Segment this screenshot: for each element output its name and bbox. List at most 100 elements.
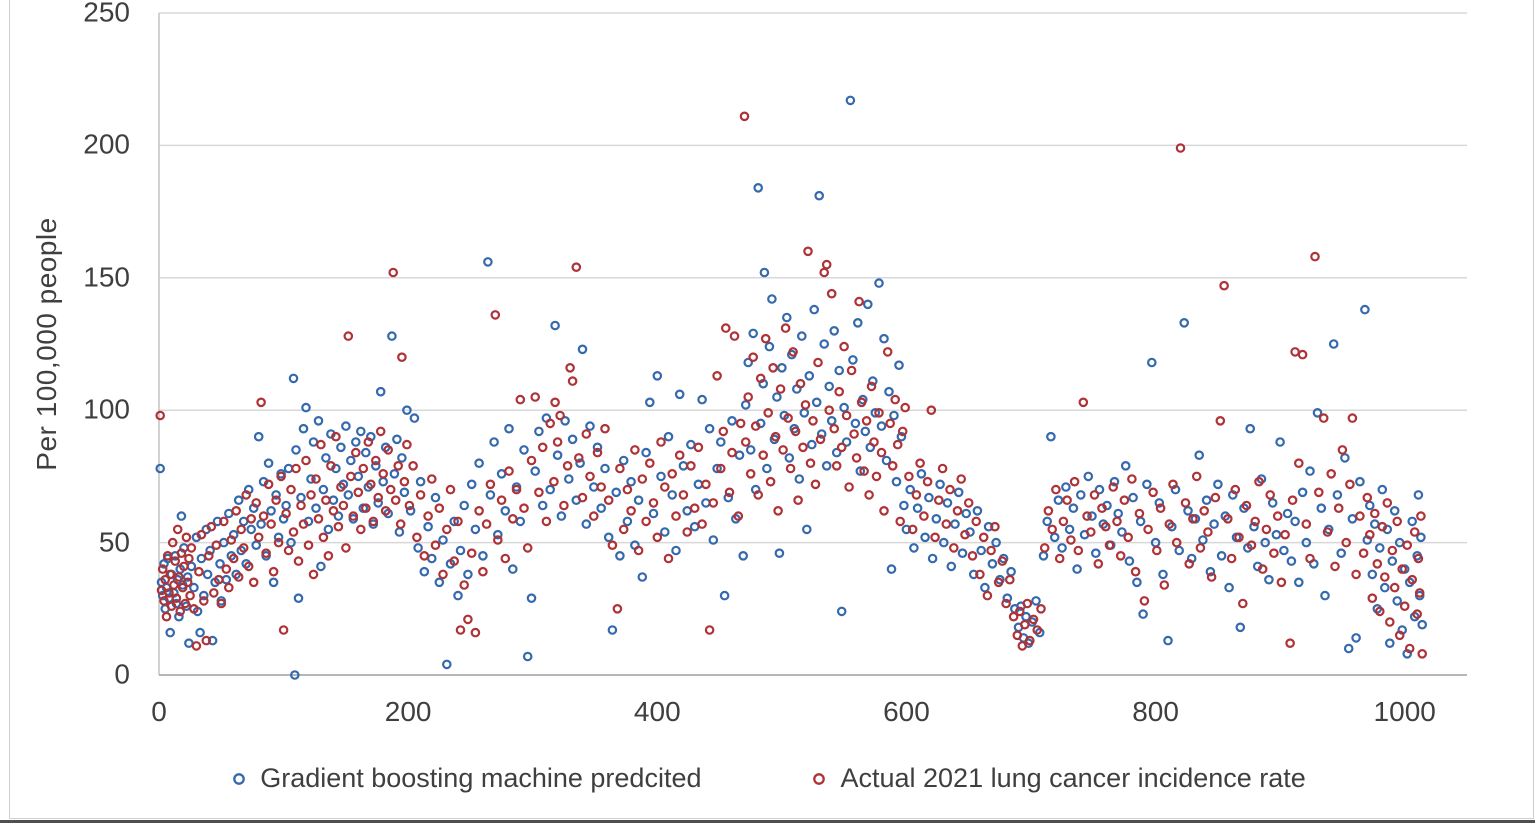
data-point bbox=[1332, 490, 1343, 500]
data-point bbox=[266, 505, 276, 516]
data-point bbox=[268, 577, 279, 588]
data-point bbox=[392, 434, 402, 445]
data-point bbox=[1073, 545, 1084, 556]
data-point bbox=[968, 569, 979, 580]
data-point bbox=[829, 325, 840, 336]
data-point bbox=[671, 545, 681, 556]
data-point bbox=[876, 421, 887, 431]
data-point bbox=[784, 453, 795, 463]
data-point bbox=[1328, 339, 1339, 349]
data-point bbox=[1083, 471, 1094, 482]
data-point bbox=[206, 521, 217, 532]
data-point bbox=[682, 505, 693, 516]
data-point bbox=[565, 362, 575, 373]
data-point bbox=[753, 490, 764, 500]
data-point bbox=[171, 593, 182, 604]
data-point bbox=[169, 580, 179, 590]
data-point bbox=[854, 296, 864, 307]
data-point bbox=[1100, 521, 1111, 532]
data-point bbox=[438, 535, 448, 545]
data-point bbox=[288, 527, 299, 537]
data-point bbox=[308, 437, 319, 447]
data-point bbox=[748, 328, 759, 339]
data-point bbox=[1198, 535, 1208, 545]
y-tick-150: 150 bbox=[83, 261, 130, 293]
data-point bbox=[1078, 397, 1089, 408]
data-point bbox=[1047, 524, 1058, 535]
data-point bbox=[775, 384, 786, 394]
data-point bbox=[1301, 519, 1312, 529]
data-point bbox=[1305, 466, 1315, 476]
data-point bbox=[1285, 638, 1295, 649]
data-point bbox=[1046, 431, 1056, 442]
data-point bbox=[575, 458, 585, 469]
data-point bbox=[383, 445, 394, 455]
data-point bbox=[814, 190, 825, 201]
data-point bbox=[1148, 487, 1158, 498]
data-point bbox=[1413, 553, 1424, 564]
data-point bbox=[537, 442, 548, 453]
data-point bbox=[986, 545, 996, 556]
data-point bbox=[412, 532, 422, 543]
data-point bbox=[760, 333, 771, 344]
data-point bbox=[453, 590, 463, 601]
data-point bbox=[938, 537, 949, 548]
series-actual bbox=[155, 111, 1428, 659]
data-point bbox=[844, 482, 854, 492]
data-point bbox=[897, 426, 908, 437]
data-point bbox=[1038, 550, 1049, 561]
data-point bbox=[174, 611, 184, 622]
data-point bbox=[341, 421, 351, 431]
data-point bbox=[1014, 606, 1025, 617]
data-point bbox=[201, 635, 212, 646]
data-point bbox=[463, 569, 473, 580]
data-point bbox=[909, 543, 919, 553]
data-point bbox=[246, 524, 257, 535]
data-point bbox=[328, 505, 339, 516]
data-point bbox=[912, 503, 923, 514]
data-point bbox=[1407, 574, 1418, 585]
data-point bbox=[1238, 598, 1248, 609]
data-point bbox=[1072, 564, 1082, 574]
data-point bbox=[611, 487, 622, 498]
data-point bbox=[550, 397, 560, 408]
data-point bbox=[196, 553, 207, 564]
data-point bbox=[1224, 582, 1234, 593]
data-point bbox=[911, 490, 922, 500]
data-point bbox=[1068, 503, 1079, 514]
data-point bbox=[1093, 558, 1104, 569]
data-point bbox=[184, 638, 194, 649]
data-point bbox=[534, 426, 544, 437]
data-point bbox=[745, 468, 756, 479]
data-point bbox=[1108, 482, 1119, 492]
data-point bbox=[829, 423, 840, 434]
data-point bbox=[541, 516, 552, 527]
data-point bbox=[155, 410, 166, 421]
data-point bbox=[819, 339, 830, 349]
data-point bbox=[455, 625, 466, 635]
data-point bbox=[221, 574, 232, 585]
data-point bbox=[937, 463, 948, 474]
data-point bbox=[892, 439, 903, 450]
data-point bbox=[1130, 566, 1141, 577]
data-point bbox=[697, 394, 707, 405]
data-point bbox=[869, 437, 879, 447]
data-point bbox=[841, 437, 852, 447]
data-point bbox=[519, 445, 529, 455]
data-point bbox=[363, 437, 374, 447]
data-point bbox=[573, 453, 584, 463]
data-point bbox=[1279, 545, 1289, 556]
data-point bbox=[848, 355, 858, 365]
data-point bbox=[238, 543, 249, 553]
data-point bbox=[1380, 572, 1390, 582]
data-point bbox=[204, 550, 214, 561]
data-point bbox=[588, 511, 599, 521]
data-point bbox=[956, 474, 967, 484]
data-point bbox=[293, 593, 304, 604]
y-tick-200: 200 bbox=[83, 128, 130, 160]
data-point bbox=[549, 476, 559, 487]
data-point bbox=[900, 402, 911, 413]
data-point bbox=[870, 407, 881, 418]
data-point bbox=[350, 447, 361, 458]
data-point bbox=[1249, 521, 1259, 532]
